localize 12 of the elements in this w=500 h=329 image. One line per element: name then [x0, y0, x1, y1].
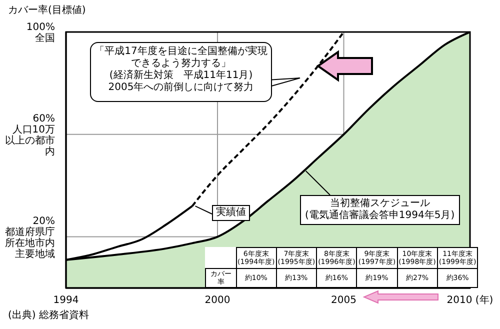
annotation: 「平成17年度を目途に全国整備が実現できるよう努力する」 (経済新生対策 平成11年11月) 2005年への前倒しに向けて努力	[90, 42, 272, 102]
text: (出典) 総務省資料	[8, 310, 89, 322]
legend-label: 実績値	[212, 205, 250, 221]
x-tick-label: 2000	[204, 295, 230, 306]
series-label: 当初整備スケジュール (電気通信審議会答申1994年5月)	[300, 195, 460, 225]
y-tick-label: 100% 全国	[26, 22, 55, 44]
y-tick-label: 60% 人口10万以上の都市内	[5, 113, 55, 158]
y-axis-title: カバー率(目標値)	[8, 5, 86, 17]
y-tick-label: 20% 都道府県庁所在地市内主要地域	[5, 216, 55, 260]
x-tick-label: 2010 (年)	[446, 294, 494, 306]
x-tick-label: 1994	[53, 295, 79, 306]
x-tick-label: 2005	[331, 295, 356, 306]
